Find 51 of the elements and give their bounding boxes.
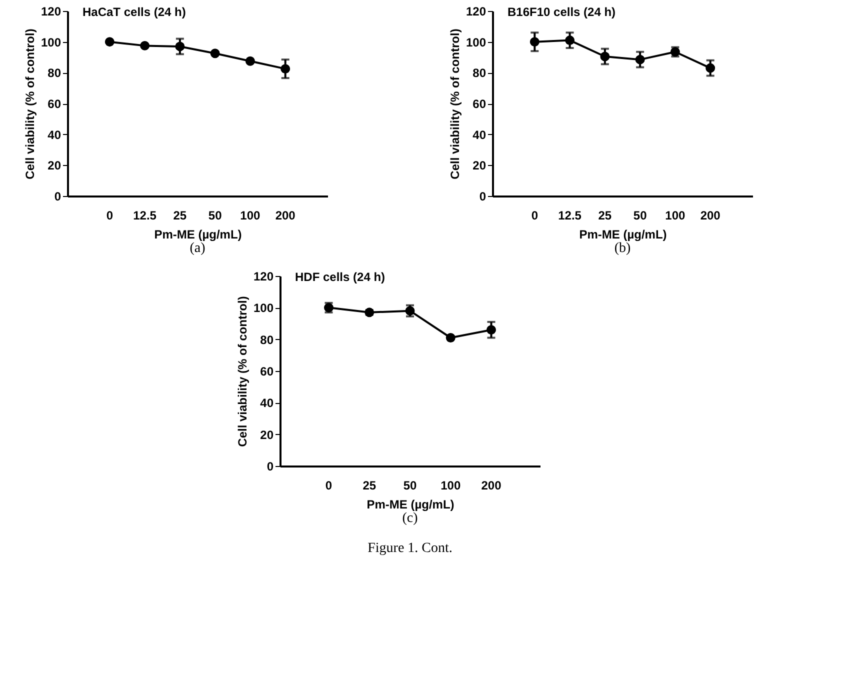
y-axis-title: Cell viability (% of control) bbox=[22, 28, 37, 180]
chart-title: HDF cells (24 h) bbox=[295, 270, 386, 284]
y-tick-label: 80 bbox=[260, 332, 274, 347]
x-tick-label: 200 bbox=[700, 208, 721, 222]
y-tick-label: 20 bbox=[260, 428, 274, 442]
y-tick-label: 100 bbox=[466, 35, 486, 50]
text: (b) bbox=[614, 241, 631, 256]
text: (a) bbox=[190, 241, 206, 256]
x-tick-label: 50 bbox=[403, 478, 417, 492]
x-tick-label: 12.5 bbox=[133, 208, 157, 222]
x-tick-label: 200 bbox=[275, 208, 296, 222]
y-tick-label: 0 bbox=[479, 190, 486, 204]
x-tick-label: 25 bbox=[598, 208, 612, 222]
y-tick-label: 0 bbox=[266, 460, 274, 474]
y-tick-label: 60 bbox=[48, 97, 62, 111]
y-tick-label: 40 bbox=[48, 128, 62, 142]
x-tick-label: 50 bbox=[208, 208, 222, 222]
x-tick-label: 0 bbox=[325, 478, 332, 492]
caption: Figure 1. Cont. bbox=[368, 541, 452, 556]
y-tick-label: 80 bbox=[48, 66, 62, 80]
x-axis-title: Pm-ME (µg/mL) bbox=[366, 498, 454, 512]
y-tick-label: 100 bbox=[40, 35, 62, 50]
x-tick-label: 50 bbox=[633, 208, 648, 222]
y-tick-label: 120 bbox=[466, 4, 486, 18]
x-tick-label: 12.5 bbox=[558, 208, 582, 222]
x-axis-title: Pm-ME (µg/mL) bbox=[154, 228, 242, 242]
x-tick-label: 0 bbox=[106, 208, 114, 222]
chart-title: HaCaT cells (24 h) bbox=[82, 5, 186, 19]
x-tick-label: 100 bbox=[665, 208, 686, 222]
y-tick-label: 100 bbox=[253, 301, 274, 316]
y-tick-label: 120 bbox=[253, 270, 274, 284]
x-tick-label: 0 bbox=[531, 208, 538, 222]
y-tick-label: 120 bbox=[40, 4, 62, 18]
y-tick-label: 60 bbox=[472, 97, 486, 111]
y-tick-label: 60 bbox=[260, 364, 274, 378]
y-tick-label: 40 bbox=[472, 128, 486, 142]
chart-title: B16F10 cells (24 h) bbox=[508, 5, 616, 19]
y-tick-label: 20 bbox=[48, 158, 62, 173]
y-tick-label: 20 bbox=[472, 158, 486, 173]
x-tick-label: 25 bbox=[173, 208, 187, 222]
y-tick-label: 80 bbox=[472, 66, 486, 80]
y-axis-title: Cell viability (% of control) bbox=[235, 296, 250, 447]
x-tick-label: 200 bbox=[481, 478, 502, 492]
text: (c) bbox=[402, 511, 418, 526]
x-axis-title: Pm-ME (µg/mL) bbox=[579, 228, 667, 242]
y-tick-label: 40 bbox=[260, 396, 274, 410]
x-tick-label: 100 bbox=[440, 478, 461, 492]
y-tick-label: 0 bbox=[54, 190, 62, 204]
x-tick-label: 25 bbox=[362, 478, 376, 492]
x-tick-label: 100 bbox=[240, 208, 261, 222]
y-axis-title: Cell viability (% of control) bbox=[448, 28, 462, 180]
